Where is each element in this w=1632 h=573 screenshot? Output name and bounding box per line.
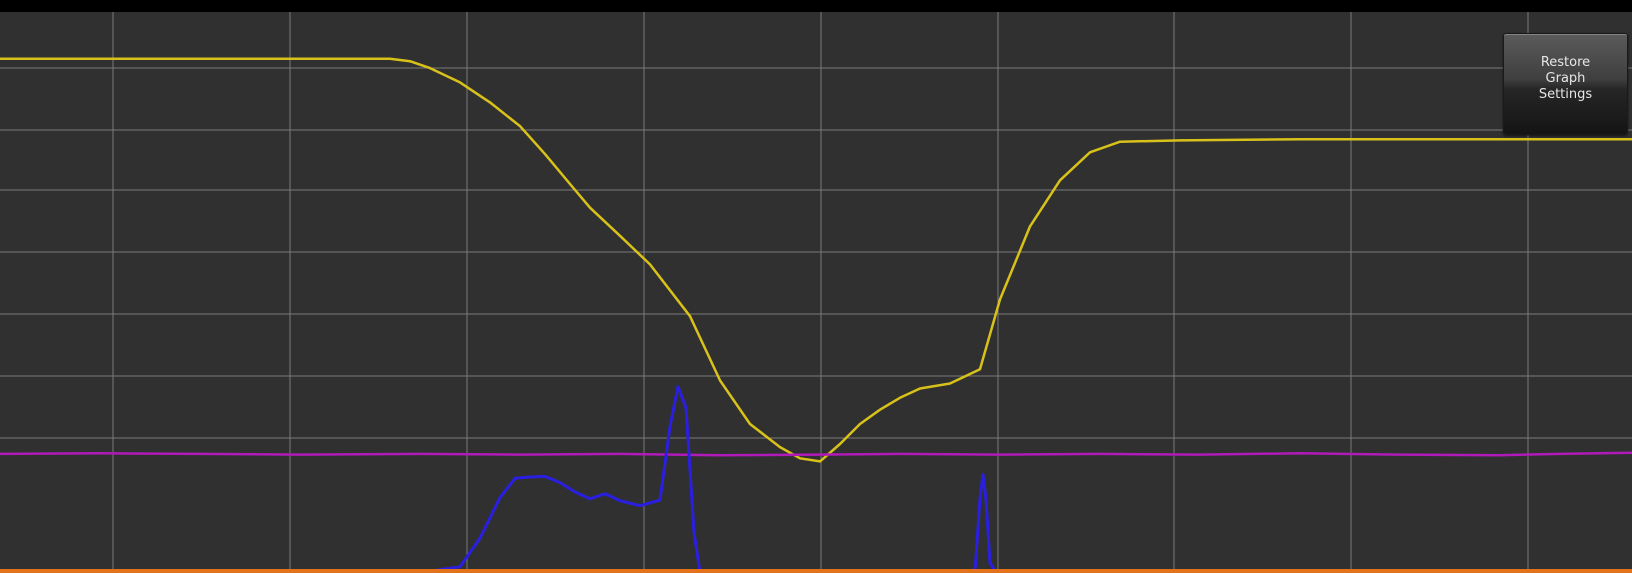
graph-panel[interactable]: Restore Graph Settings (0, 12, 1632, 573)
restore-label-line-3: Settings (1538, 87, 1593, 102)
restore-label-line-1: Restore (1540, 55, 1591, 70)
restore-graph-settings-button[interactable]: Restore Graph Settings (1503, 33, 1628, 135)
grid-lines (0, 12, 1632, 573)
plot-background (0, 12, 1632, 573)
yellow-trace (0, 57, 1632, 463)
trace-group (0, 57, 1632, 573)
restore-label-line-2: Graph (1545, 71, 1586, 86)
baseline-marker (0, 569, 1632, 573)
blue-trace (436, 385, 702, 573)
graph-plot-area[interactable] (0, 12, 1632, 573)
magenta-trace (0, 451, 1632, 457)
